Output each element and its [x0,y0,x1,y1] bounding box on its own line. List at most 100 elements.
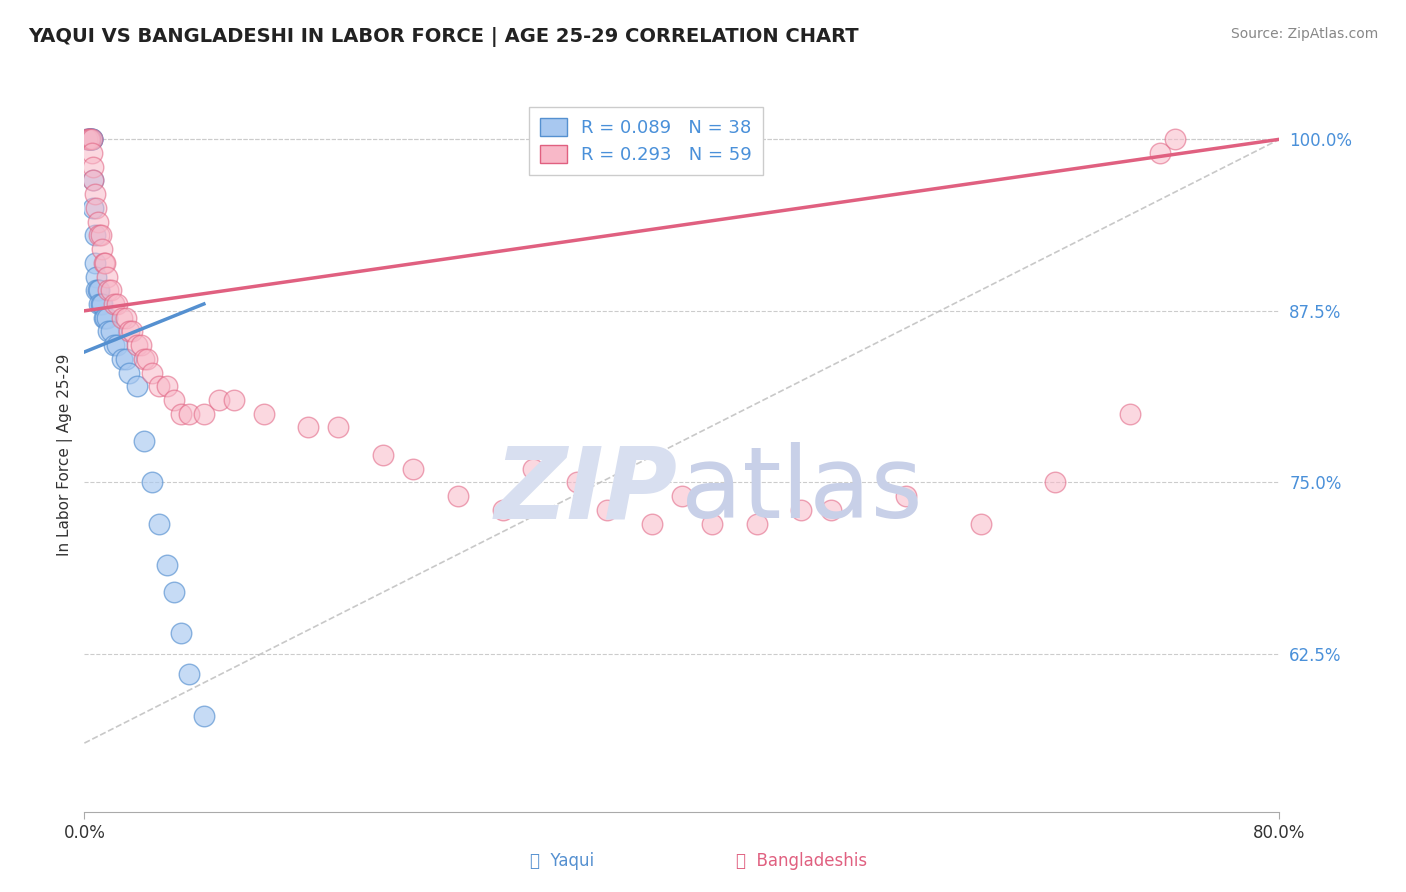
Point [97,325,120,339]
Point [89,228,111,243]
Point [1045,475,1067,490]
Point [1119,407,1142,421]
Point [141,366,163,380]
Point [79,132,101,146]
Point [86,283,108,297]
Point [111,351,134,366]
Point [129,338,152,352]
Text: Source: ZipAtlas.com: Source: ZipAtlas.com [1230,27,1378,41]
Point [82,173,104,187]
Point [100,325,122,339]
Point [86,201,108,215]
Point [89,283,111,297]
Point [596,503,619,517]
Point [141,475,163,490]
Point [82,160,104,174]
Point [155,558,177,572]
Point [121,325,143,339]
Point [115,351,138,366]
Point [103,297,125,311]
Point [373,448,395,462]
Point [1164,132,1187,146]
Point [700,516,723,531]
Point [208,392,231,407]
Point [83,187,105,202]
Point [1149,146,1171,161]
Point [80,132,103,146]
Point [97,283,120,297]
Point [90,228,112,243]
Text: ⬜  Yaqui: ⬜ Yaqui [530,852,595,870]
Point [222,392,245,407]
Point [83,228,105,243]
Point [80,132,103,146]
Point [77,132,100,146]
Point [90,297,112,311]
Point [170,407,193,421]
Point [82,201,104,215]
Point [87,214,110,228]
Point [641,516,664,531]
Point [76,132,98,146]
Point [492,503,515,517]
Point [91,242,114,256]
Text: ⬜  Bangladeshis: ⬜ Bangladeshis [735,852,868,870]
Point [91,297,114,311]
Point [447,489,470,503]
Point [328,420,350,434]
Point [297,420,319,434]
Point [80,132,103,146]
Point [253,407,276,421]
Point [193,407,215,421]
Point [82,173,104,187]
Point [80,146,103,161]
Point [148,516,170,531]
Point [79,132,101,146]
Point [118,325,141,339]
Point [155,379,177,393]
Point [125,379,148,393]
Point [93,256,115,270]
Point [125,338,148,352]
Point [94,310,117,325]
Point [745,516,768,531]
Point [522,461,544,475]
Point [118,366,141,380]
Point [177,667,200,681]
Point [790,503,813,517]
Point [94,256,117,270]
Point [820,503,842,517]
Point [86,269,108,284]
Point [567,475,589,490]
Point [96,310,118,325]
Point [111,310,134,325]
Point [163,392,186,407]
Point [177,407,200,421]
Point [89,297,111,311]
Text: YAQUI VS BANGLADESHI IN LABOR FORCE | AGE 25-29 CORRELATION CHART: YAQUI VS BANGLADESHI IN LABOR FORCE | AG… [28,27,859,46]
Point [163,585,186,599]
Point [93,310,115,325]
Point [132,351,156,366]
Point [76,132,98,146]
Point [148,379,170,393]
Point [132,434,156,449]
Point [87,283,110,297]
Point [77,132,100,146]
Point [105,297,128,311]
Point [77,132,100,146]
Point [79,132,101,146]
Point [83,256,105,270]
Point [170,626,193,640]
Legend: R = 0.089   N = 38, R = 0.293   N = 59: R = 0.089 N = 38, R = 0.293 N = 59 [529,107,763,175]
Point [894,489,917,503]
Point [115,310,138,325]
Text: ZIP: ZIP [495,442,678,539]
Point [970,516,993,531]
Point [136,351,159,366]
Point [671,489,693,503]
Point [193,708,215,723]
Point [402,461,425,475]
Point [96,269,118,284]
Point [100,283,122,297]
